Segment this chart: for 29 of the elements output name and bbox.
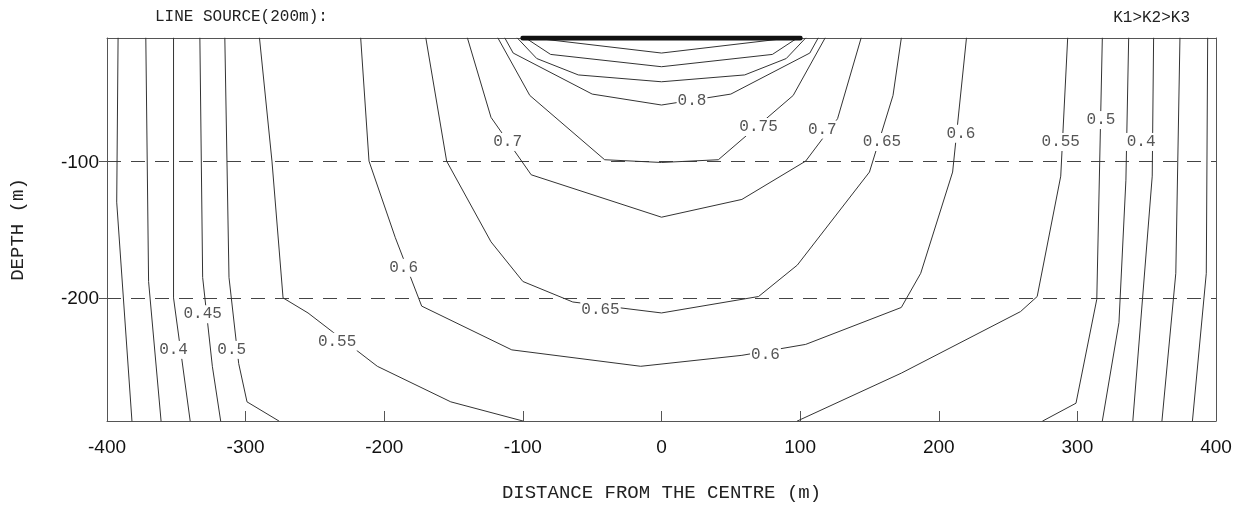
x-tick-label: 0	[656, 436, 667, 457]
annotation: 0.45	[183, 305, 222, 324]
annotation: 0.5	[1086, 111, 1116, 130]
annotation: 0.6	[751, 346, 780, 365]
chart-title: LINE SOURCE(200m):	[155, 8, 328, 26]
x-tick-label: -300	[226, 436, 265, 457]
annotation: 0.4	[159, 340, 188, 359]
x-tick-label: 100	[784, 436, 816, 457]
annotation: 0.4	[1126, 132, 1156, 151]
annotation: 0.6	[946, 124, 976, 143]
annotation: 0.55	[317, 332, 357, 351]
x-tick-label: -100	[503, 436, 542, 457]
text: K1>K2>K3	[1113, 9, 1190, 27]
x-axis-title: DISTANCE FROM THE CENTRE (m)	[501, 481, 822, 504]
annotation: 0.8	[677, 91, 707, 110]
x-tick-label: 300	[1061, 436, 1094, 457]
annotation: 0.7	[807, 120, 837, 139]
x-tick-label: -200	[365, 436, 404, 457]
annotation: 0.75	[739, 117, 778, 136]
annotation: 0.55	[1041, 132, 1080, 151]
annotation: 0.6	[389, 258, 419, 277]
x-tick-label: -400	[87, 436, 127, 457]
annotation: 0.65	[862, 132, 902, 151]
annotation: 0.7	[493, 132, 523, 151]
y-axis-title: DEPTH (m)	[6, 178, 29, 281]
x-tick-label: 400	[1200, 436, 1232, 457]
x-tick-label: 200	[922, 436, 955, 457]
annotation: 0.5	[217, 340, 247, 359]
annotation: 0.65	[581, 301, 620, 320]
